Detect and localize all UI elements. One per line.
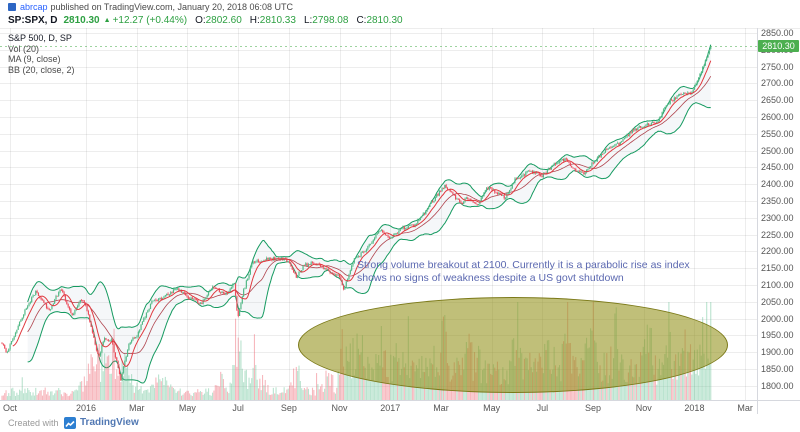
ohlc-value: 2810.33 — [259, 15, 296, 26]
ohlc-value: 2802.60 — [205, 15, 242, 26]
time-axis-label: Oct — [2, 403, 17, 413]
author-link[interactable]: abrcap — [20, 2, 48, 12]
price-axis-label: 2000.00 — [761, 313, 794, 324]
publish-header: abrcap published on TradingView.com, Janu… — [0, 0, 800, 15]
time-axis-label: Jul — [536, 403, 549, 413]
price-axis-label: 2650.00 — [761, 95, 794, 106]
price-axis-label: 2600.00 — [761, 112, 794, 123]
price-axis-label: 1800.00 — [761, 380, 794, 391]
ohlc-label: L: — [303, 15, 313, 26]
time-axis-label: 2017 — [380, 403, 401, 413]
price-axis-label: 2550.00 — [761, 128, 794, 139]
price-axis-label: 2100.00 — [761, 280, 794, 291]
legend-indicator-volume[interactable]: Vol (20) — [8, 43, 40, 54]
price-change: +12.27 (+0.44%) — [112, 15, 188, 26]
price-axis-label: 1900.00 — [761, 347, 794, 358]
price-axis-label: 2500.00 — [761, 145, 794, 156]
ohlc-label: O: — [195, 15, 206, 26]
ohlc-label: C: — [356, 15, 367, 26]
symbol-label[interactable]: SP:SPX, D — [8, 15, 58, 26]
time-axis-label: 2018 — [684, 403, 705, 413]
annotation-line-2: shows no signs of weakness despite a US … — [357, 272, 624, 284]
annotation-line-1: Strong volume breakout at 2100. Currentl… — [357, 259, 690, 271]
time-axis-label: May — [483, 403, 501, 413]
price-axis-label: 2350.00 — [761, 196, 794, 207]
last-price-value: 2810.30 — [63, 15, 100, 26]
time-axis-label: Jul — [232, 403, 244, 413]
time-axis-label: Nov — [635, 403, 652, 413]
author-avatar[interactable] — [8, 3, 16, 11]
price-axis[interactable]: 2810.30 2850.002800.002750.002700.002650… — [758, 28, 800, 400]
tradingview-brand-link[interactable]: TradingView — [80, 417, 139, 428]
time-axis[interactable]: Oct 2016 Mar May Jul Sep Nov 2017 Mar May Jul Sep No… — [0, 400, 800, 415]
price-axis-label: 2250.00 — [761, 229, 794, 240]
time-axis-label: Sep — [280, 403, 297, 413]
ohlc-value: 2810.30 — [366, 15, 403, 26]
highlight-ellipse-annotation[interactable] — [298, 297, 728, 393]
footer-watermark: Created with TradingView — [0, 414, 800, 432]
legend-indicator-bb[interactable]: BB (20, close, 2) — [8, 64, 75, 75]
time-axis-label: Mar — [433, 403, 449, 413]
price-axis-label: 1850.00 — [761, 364, 794, 375]
time-axis-label: Sep — [585, 403, 602, 413]
price-axis-label: 2850.00 — [761, 28, 794, 39]
last-price-badge: 2810.30 — [758, 40, 799, 53]
price-axis-label: 2750.00 — [761, 61, 794, 72]
time-axis-label: Nov — [331, 403, 348, 413]
price-axis-label: 1950.00 — [761, 330, 794, 341]
created-with-label: Created with — [8, 418, 59, 428]
tradingview-logo-icon[interactable] — [64, 417, 76, 429]
text-annotation[interactable]: Strong volume breakout at 2100. Currentl… — [357, 259, 690, 285]
price-axis-label: 2150.00 — [761, 263, 794, 274]
legend-indicator-ma[interactable]: MA (9, close) — [8, 54, 61, 64]
price-axis-label: 2300.00 — [761, 212, 794, 223]
chart-legend: S&P 500, D, SP Vol (20) MA (9, close) BB… — [8, 33, 75, 75]
legend-series-title[interactable]: S&P 500, D, SP — [8, 33, 72, 43]
price-axis-label: 2450.00 — [761, 162, 794, 173]
price-axis-label: 2200.00 — [761, 246, 794, 257]
time-axis-label: May — [178, 403, 196, 413]
price-axis-label: 2050.00 — [761, 296, 794, 307]
ohlc-values: O:2802.60 H:2810.33 L:2798.08 C:2810.30 — [187, 15, 403, 26]
price-axis-label: 2400.00 — [761, 179, 794, 190]
time-axis-label: 2016 — [76, 403, 97, 413]
ticker-bar: SP:SPX, D 2810.30 ▲ +12.27 (+0.44%) O:2802.6… — [8, 14, 403, 28]
price-axis-label: 2700.00 — [761, 78, 794, 89]
time-axis-label: Mar — [737, 403, 753, 413]
ohlc-value: 2798.08 — [312, 15, 349, 26]
ohlc-label: H: — [249, 15, 260, 26]
up-arrow-icon: ▲ — [103, 17, 111, 24]
price-axis-divider — [757, 28, 758, 414]
publish-info: published on TradingView.com, January 20… — [50, 2, 294, 12]
time-axis-label: Mar — [129, 403, 145, 413]
